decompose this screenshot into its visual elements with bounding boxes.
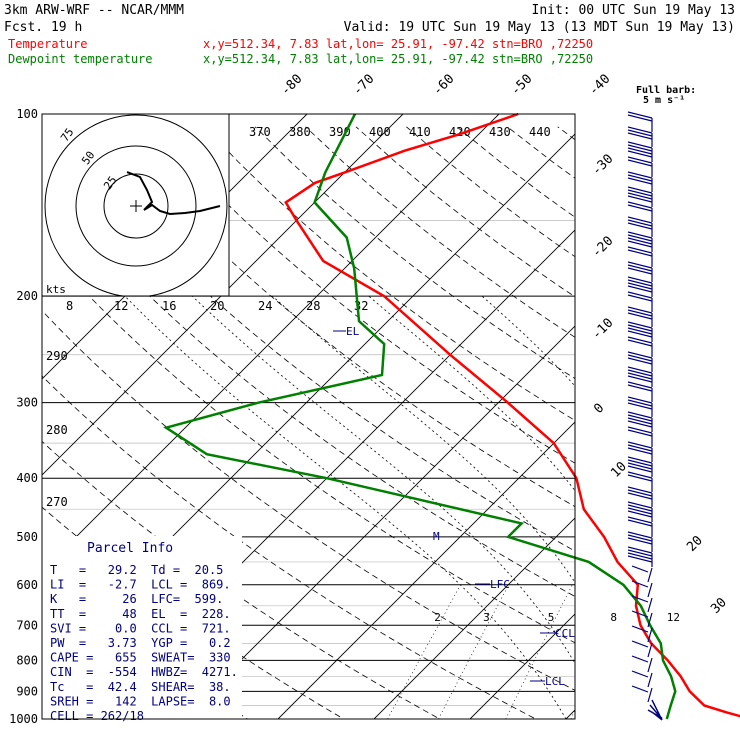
theta-label: 280 — [46, 423, 68, 437]
pressure-label: 700 — [16, 618, 38, 632]
hodograph-units-label: kts — [46, 283, 66, 296]
isotherm-labels: -80 -70 -60 -50 -40 -30 -20 -10 0 10 20 30 — [278, 72, 730, 617]
isotherm-label: -60 — [430, 72, 457, 99]
pressure-label: 200 — [16, 289, 38, 303]
ccl-label: CCL — [555, 627, 575, 640]
theta-e-label: 440 — [529, 125, 551, 139]
plot-frame — [41, 113, 576, 720]
parcel-info-row: CELL = 262/18 — [50, 709, 144, 723]
lfc-label: LFC — [490, 578, 510, 591]
isotherm-label: -30 — [589, 152, 616, 179]
parcel-info-title: Parcel Info — [87, 541, 173, 556]
dewpoint-legend-label: Dewpoint temperature — [8, 52, 153, 66]
valid-time: Valid: 19 UTC Sun 19 May 13 (13 MDT Sun … — [344, 20, 735, 35]
mixing-ratio-label: 8 — [610, 611, 617, 624]
hodograph-ring-label-25: 25 — [101, 174, 119, 192]
wind-barb-legend-line1: Full barb: — [636, 85, 696, 96]
isotherm-label: -10 — [589, 316, 616, 343]
parcel-info-row: TT = 48 EL = 228. — [50, 607, 231, 621]
theta-label: 270 — [46, 495, 68, 509]
isotherm-label: -50 — [508, 72, 535, 99]
hodograph-trace — [126, 171, 221, 216]
isotherm-label: 30 — [708, 595, 730, 617]
pressure-axis-labels: 100 200 300 400 500 600 700 800 900 1000 — [9, 107, 38, 726]
mixing-ratio-label: 12 — [667, 611, 680, 624]
temperature-legend-info: x,y=512.34, 7.83 lat,lon= 25.91, -97.42 … — [203, 37, 593, 51]
theta-e-label: 380 — [289, 125, 311, 139]
theta-e-labels: 370 380 390 400 410 420 430 440 — [249, 125, 551, 139]
theta-label: 290 — [46, 349, 68, 363]
sounding-traces — [163, 112, 740, 720]
hodograph-ring-label-50: 50 — [79, 149, 97, 167]
theta-e-label: 410 — [409, 125, 431, 139]
isotherm-label: -70 — [350, 72, 377, 99]
mixing-ratio-labels: 23581220 — [434, 611, 680, 624]
hodograph-speed-tick: 8 — [66, 299, 73, 313]
mixing-ratio-label: 2 — [434, 611, 441, 624]
theta-e-label: 370 — [249, 125, 271, 139]
isotherm-label: 10 — [608, 459, 630, 481]
parcel-info-row: T = 29.2 Td = 20.5 — [50, 563, 223, 577]
dewpoint-trace — [163, 113, 677, 720]
isotherm-label: 20 — [684, 533, 706, 555]
parcel-info-row: LI = -2.7 LCL = 869. — [50, 578, 231, 592]
isotherm-label: -80 — [278, 72, 305, 99]
hodograph-ring-label-75: 75 — [58, 126, 76, 144]
hodograph-speed-tick: 16 — [162, 299, 176, 313]
isotherm-label: 0 — [591, 401, 607, 417]
parcel-info-row: Tc = 42.4 SHEAR= 38. — [50, 680, 231, 694]
level-annotations: EL LFC CCL LCL M — [333, 325, 575, 688]
mixing-ratio-label: 5 — [548, 611, 555, 624]
hodograph-speed-tick: 28 — [306, 299, 320, 313]
hodograph-speed-tick: 12 — [114, 299, 128, 313]
theta-labels: 290 280 270 — [46, 349, 68, 509]
forecast-hour: Fcst. 19 h — [4, 20, 82, 35]
mixing-ratio-label: 3 — [483, 611, 490, 624]
pressure-label: 500 — [16, 530, 38, 544]
parcel-info-row: SREH = 142 LAPSE= 8.0 — [50, 694, 231, 708]
isotherm-label: -20 — [589, 234, 616, 261]
pressure-label: 300 — [16, 396, 38, 410]
parcel-info-row: CIN = -554 HWBZ= 4271. — [50, 665, 238, 679]
pressure-label: 400 — [16, 471, 38, 485]
freezing-level-marker: M — [433, 530, 440, 543]
pressure-label: 900 — [16, 684, 38, 698]
pressure-label: 1000 — [9, 712, 38, 726]
isotherm-label: -40 — [586, 72, 613, 99]
lcl-label: LCL — [545, 675, 565, 688]
pressure-label: 600 — [16, 578, 38, 592]
hodograph-speed-tick: 20 — [210, 299, 224, 313]
init-time: Init: 00 UTC Sun 19 May 13 — [532, 3, 736, 18]
wind-barb-legend-line2: 5 m s⁻¹ — [643, 95, 685, 106]
parcel-info-row: PW = 3.73 YGP = 0.2 — [50, 636, 231, 650]
theta-e-label: 400 — [369, 125, 391, 139]
hodograph: 75 50 25 — [41, 113, 230, 297]
parcel-info-row: CAPE = 655 SWEAT= 330 — [50, 651, 231, 665]
hodograph-speed-tick: 24 — [258, 299, 272, 313]
pressure-label: 800 — [16, 653, 38, 667]
pressure-label: 100 — [16, 107, 38, 121]
temperature-trace — [284, 112, 740, 718]
temperature-legend-label: Temperature — [8, 37, 87, 51]
el-label: EL — [346, 325, 360, 338]
parcel-info-box: Parcel Info T = 29.2 Td = 20.5LI = -2.7 … — [42, 536, 242, 723]
model-title: 3km ARW-WRF -- NCAR/MMM — [4, 3, 184, 18]
mixing-ratio-lines — [387, 584, 575, 719]
wind-barbs — [627, 111, 663, 721]
hodograph-speed-ticks: 8 12 16 20 24 28 32 — [66, 299, 368, 313]
dewpoint-legend-info: x,y=512.34, 7.83 lat,lon= 25.91, -97.42 … — [203, 52, 593, 66]
theta-e-label: 430 — [489, 125, 511, 139]
parcel-info-row: SVI = 0.0 CCL = 721. — [50, 621, 231, 635]
parcel-info-row: K = 26 LFC= 599. — [50, 592, 223, 606]
